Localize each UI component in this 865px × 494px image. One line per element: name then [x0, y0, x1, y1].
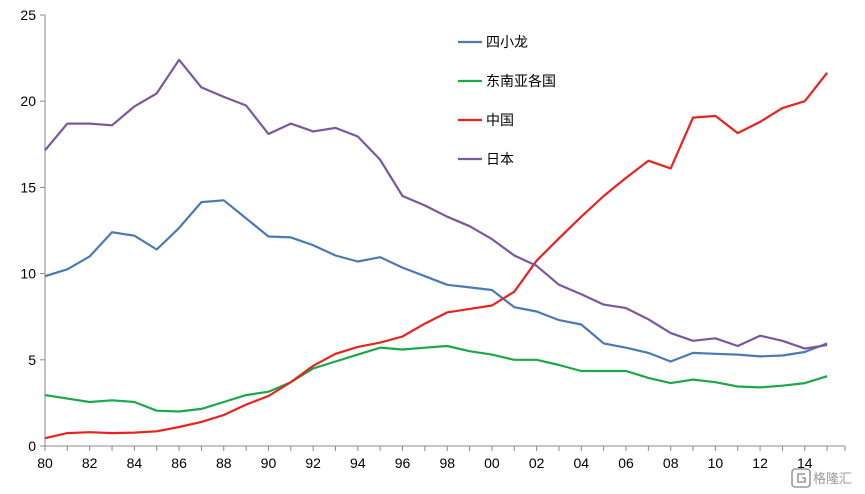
- logo-icon: [791, 468, 811, 488]
- series-line-1: [44, 344, 828, 413]
- series-layer: [44, 58, 828, 440]
- x-tick-label: 12: [752, 455, 768, 471]
- x-tick-label: 98: [439, 455, 455, 471]
- x-tick-label: 02: [529, 455, 545, 471]
- y-tick-label: 0: [28, 438, 36, 454]
- x-tick-label: 96: [395, 455, 411, 471]
- series-line-3: [44, 58, 828, 350]
- x-tick-label: 94: [350, 455, 366, 471]
- series-line-0: [44, 199, 828, 363]
- x-tick-label: 00: [484, 455, 500, 471]
- x-tick-label: 14: [797, 455, 813, 471]
- x-tick-label: 04: [574, 455, 590, 471]
- logo-icon-mark: [797, 473, 806, 483]
- y-tick-label: 10: [20, 266, 36, 282]
- x-tick-label: 88: [216, 455, 232, 471]
- series-line-2: [44, 72, 828, 440]
- watermark-text: 格隆汇: [813, 471, 852, 487]
- legend-label-1: 东南亚各国: [486, 74, 556, 90]
- x-tick-label: 86: [171, 455, 187, 471]
- x-tick-label: 06: [618, 455, 634, 471]
- legend-label-3: 日本: [486, 152, 514, 168]
- legend-label-0: 四小龙: [486, 35, 528, 51]
- legend-label-2: 中国: [486, 113, 514, 129]
- x-tick-label: 82: [82, 455, 98, 471]
- x-tick-label: 90: [261, 455, 277, 471]
- watermark: 格隆汇: [791, 468, 852, 488]
- y-tick-label: 20: [20, 93, 36, 109]
- axes: 0 5 10 15 20 25 80 82 84 86 88 90 92 94 96 98 00 02 04 06 08…: [20, 7, 846, 471]
- x-tick-label: 10: [708, 455, 724, 471]
- x-tick-label: 08: [663, 455, 679, 471]
- x-tick-label: 84: [127, 455, 143, 471]
- y-tick-label: 5: [28, 352, 36, 368]
- y-tick-label: 15: [20, 179, 36, 195]
- y-tick-label: 25: [20, 7, 36, 23]
- x-tick-label: 80: [37, 455, 53, 471]
- x-tick-label: 92: [305, 455, 321, 471]
